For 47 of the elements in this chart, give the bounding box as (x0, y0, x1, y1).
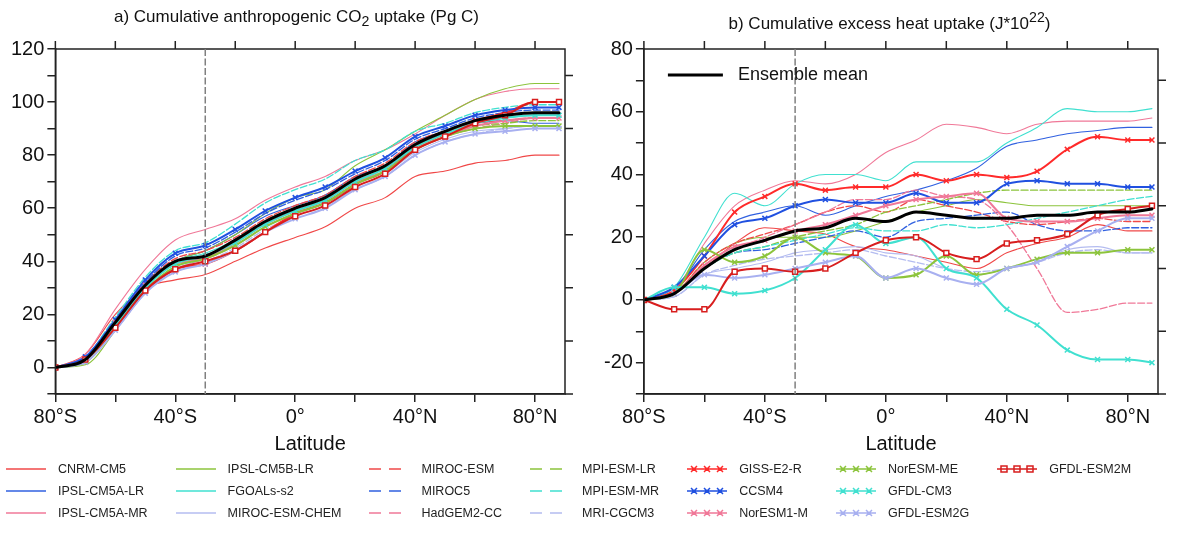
y-tick-label: 20 (22, 301, 45, 324)
x-tick-label: 40°N (984, 404, 1030, 427)
legend-label: GFDL-ESM2G (887, 506, 970, 520)
chart-title: a) Cumulative anthropogenic CO$_{2}$ uptake (Pg C) (112, 6, 481, 32)
x-tick-label: 80°S (622, 404, 666, 427)
legend-label: HadGEM2-CC (421, 506, 503, 520)
chart-title: b) Cumulative excess heat uptake (J*10$^{22}$) (727, 8, 1052, 34)
legend-label: GFDL-ESM2M (1049, 462, 1132, 476)
y-tick-label: 80 (22, 142, 45, 165)
legend-label: CCSM4 (739, 484, 783, 498)
y-tick-label: 60 (22, 195, 45, 218)
legend-label: IPSL-CM5A-LR (58, 484, 145, 498)
legend-label: GISS-E2-R (739, 462, 802, 476)
legend-label: MIROC-ESM-CHEM (227, 506, 342, 520)
legend-label: IPSL-CM5B-LR (227, 462, 314, 476)
y-tick-label: 120 (10, 36, 45, 59)
legend-label: CNRM-CM5 (58, 462, 127, 476)
x-tick-label: 40°N (392, 404, 438, 427)
legend-label: NorESM-ME (887, 462, 959, 476)
y-tick-label: 20 (610, 224, 633, 247)
y-tick-label: 0 (33, 354, 45, 377)
legend-label: MIROC-ESM (421, 462, 495, 476)
y-tick-label: 0 (621, 287, 633, 310)
y-tick-label: 60 (610, 99, 633, 122)
x-tick-label: 0° (876, 404, 896, 427)
y-tick-label: -20 (604, 350, 633, 373)
x-tick-label: 0° (285, 404, 305, 427)
legend-label: MPI-ESM-MR (582, 484, 660, 498)
x-tick-label: 40°S (153, 404, 198, 427)
y-tick-label: 40 (610, 161, 633, 184)
legend-label: IPSL-CM5A-MR (58, 506, 148, 520)
y-tick-label: 40 (22, 248, 45, 271)
y-tick-label: 100 (10, 89, 45, 112)
legend-label: GFDL-CM3 (887, 484, 952, 498)
x-tick-label: 80°N (1105, 404, 1151, 427)
x-axis-title: Latitude (865, 431, 937, 454)
legend-label: MPI-ESM-LR (582, 462, 656, 476)
x-axis-title: Latitude (274, 431, 346, 454)
legend-label: NorESM1-M (739, 506, 808, 520)
legend-label: MRI-CGCM3 (582, 506, 655, 520)
x-tick-label: 80°S (33, 404, 78, 427)
y-tick-label: 80 (610, 36, 633, 59)
x-tick-label: 40°S (743, 404, 787, 427)
legend-label: MIROC5 (421, 484, 471, 498)
legend-label: FGOALs-s2 (227, 484, 294, 498)
x-tick-label: 80°N (512, 404, 558, 427)
legend-label: Ensemble mean (737, 63, 868, 84)
